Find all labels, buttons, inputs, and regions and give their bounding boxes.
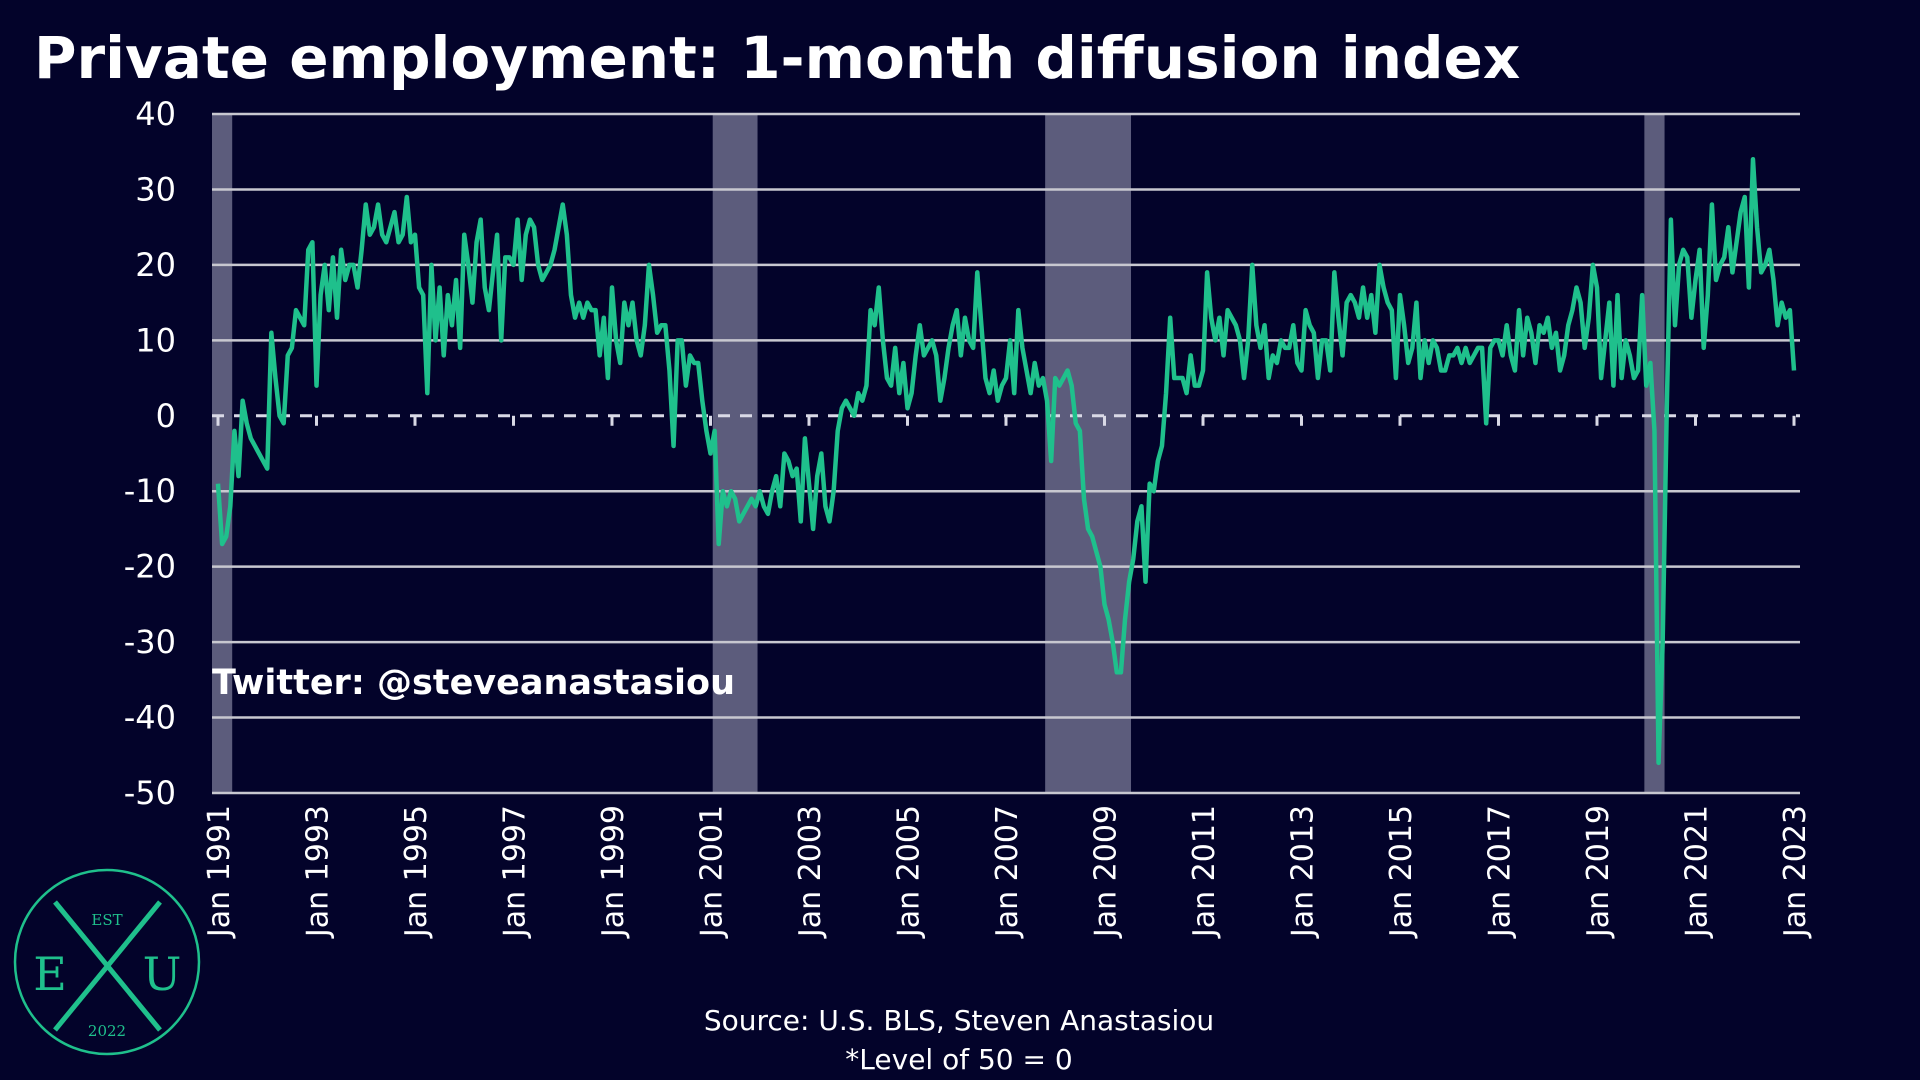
- y-tick-label: -20: [124, 548, 176, 586]
- source: Source: U.S. BLS, Steven Anastasiou: [704, 1004, 1214, 1037]
- lines: [215, 157, 1797, 766]
- y-tick-label: 20: [135, 246, 176, 284]
- x-tick-label: Jan 1997: [498, 805, 533, 939]
- y-tick-label: -50: [124, 774, 176, 812]
- x-tick-label: Jan 2001: [695, 805, 730, 939]
- x-tick-label: Jan 2007: [990, 805, 1025, 939]
- logo-ring: [13, 868, 201, 1056]
- note: *Level of 50 = 0: [845, 1043, 1072, 1076]
- recession-band: [212, 114, 233, 793]
- series-line: [215, 157, 1797, 766]
- recession-band: [712, 114, 758, 793]
- logo: EST E U 2022: [13, 868, 201, 1056]
- annotation: Twitter: @steveanastasiou: [212, 663, 735, 703]
- x-tick-label: Jan 2017: [1483, 805, 1518, 939]
- recession-bands: [212, 114, 1665, 793]
- logo-text: E: [33, 947, 67, 1001]
- x-tick-label: Jan 2009: [1089, 805, 1124, 939]
- x-tick-label: Jan 2019: [1581, 805, 1616, 939]
- x-tick-label: Jan 1991: [202, 805, 237, 939]
- y-tick-label: -40: [124, 699, 176, 737]
- recession-band: [1045, 114, 1132, 793]
- y-tick-label: -10: [124, 472, 176, 510]
- x-tick-label: Jan 2021: [1680, 805, 1715, 939]
- y-tick-label: 30: [135, 170, 176, 208]
- x-tick-label: Jan 2015: [1384, 805, 1419, 939]
- x-tick-label: Jan 2003: [793, 805, 828, 939]
- x-tick-label: Jan 2005: [892, 805, 927, 939]
- y-tick-label: -30: [124, 623, 176, 661]
- logo-text: 2022: [88, 1022, 126, 1040]
- logo-sword: [53, 900, 162, 1032]
- x-tick-label: Jan 2013: [1286, 805, 1321, 939]
- logo-text: U: [143, 947, 182, 1001]
- y-tick-label: 0: [156, 397, 176, 435]
- x-tick-label: Jan 1993: [301, 805, 336, 939]
- x-tick-label: Jan 2011: [1187, 805, 1222, 939]
- chart-title: Private employment: 1-month diffusion in…: [34, 24, 1520, 92]
- logo-text: EST: [91, 911, 122, 929]
- x-tick-label: Jan 1995: [399, 805, 434, 939]
- x-tick-label: Jan 2023: [1778, 805, 1813, 939]
- y-tick-label: 10: [135, 321, 176, 359]
- y-tick-label: 40: [135, 95, 176, 133]
- x-tick-label: Jan 1999: [596, 805, 631, 939]
